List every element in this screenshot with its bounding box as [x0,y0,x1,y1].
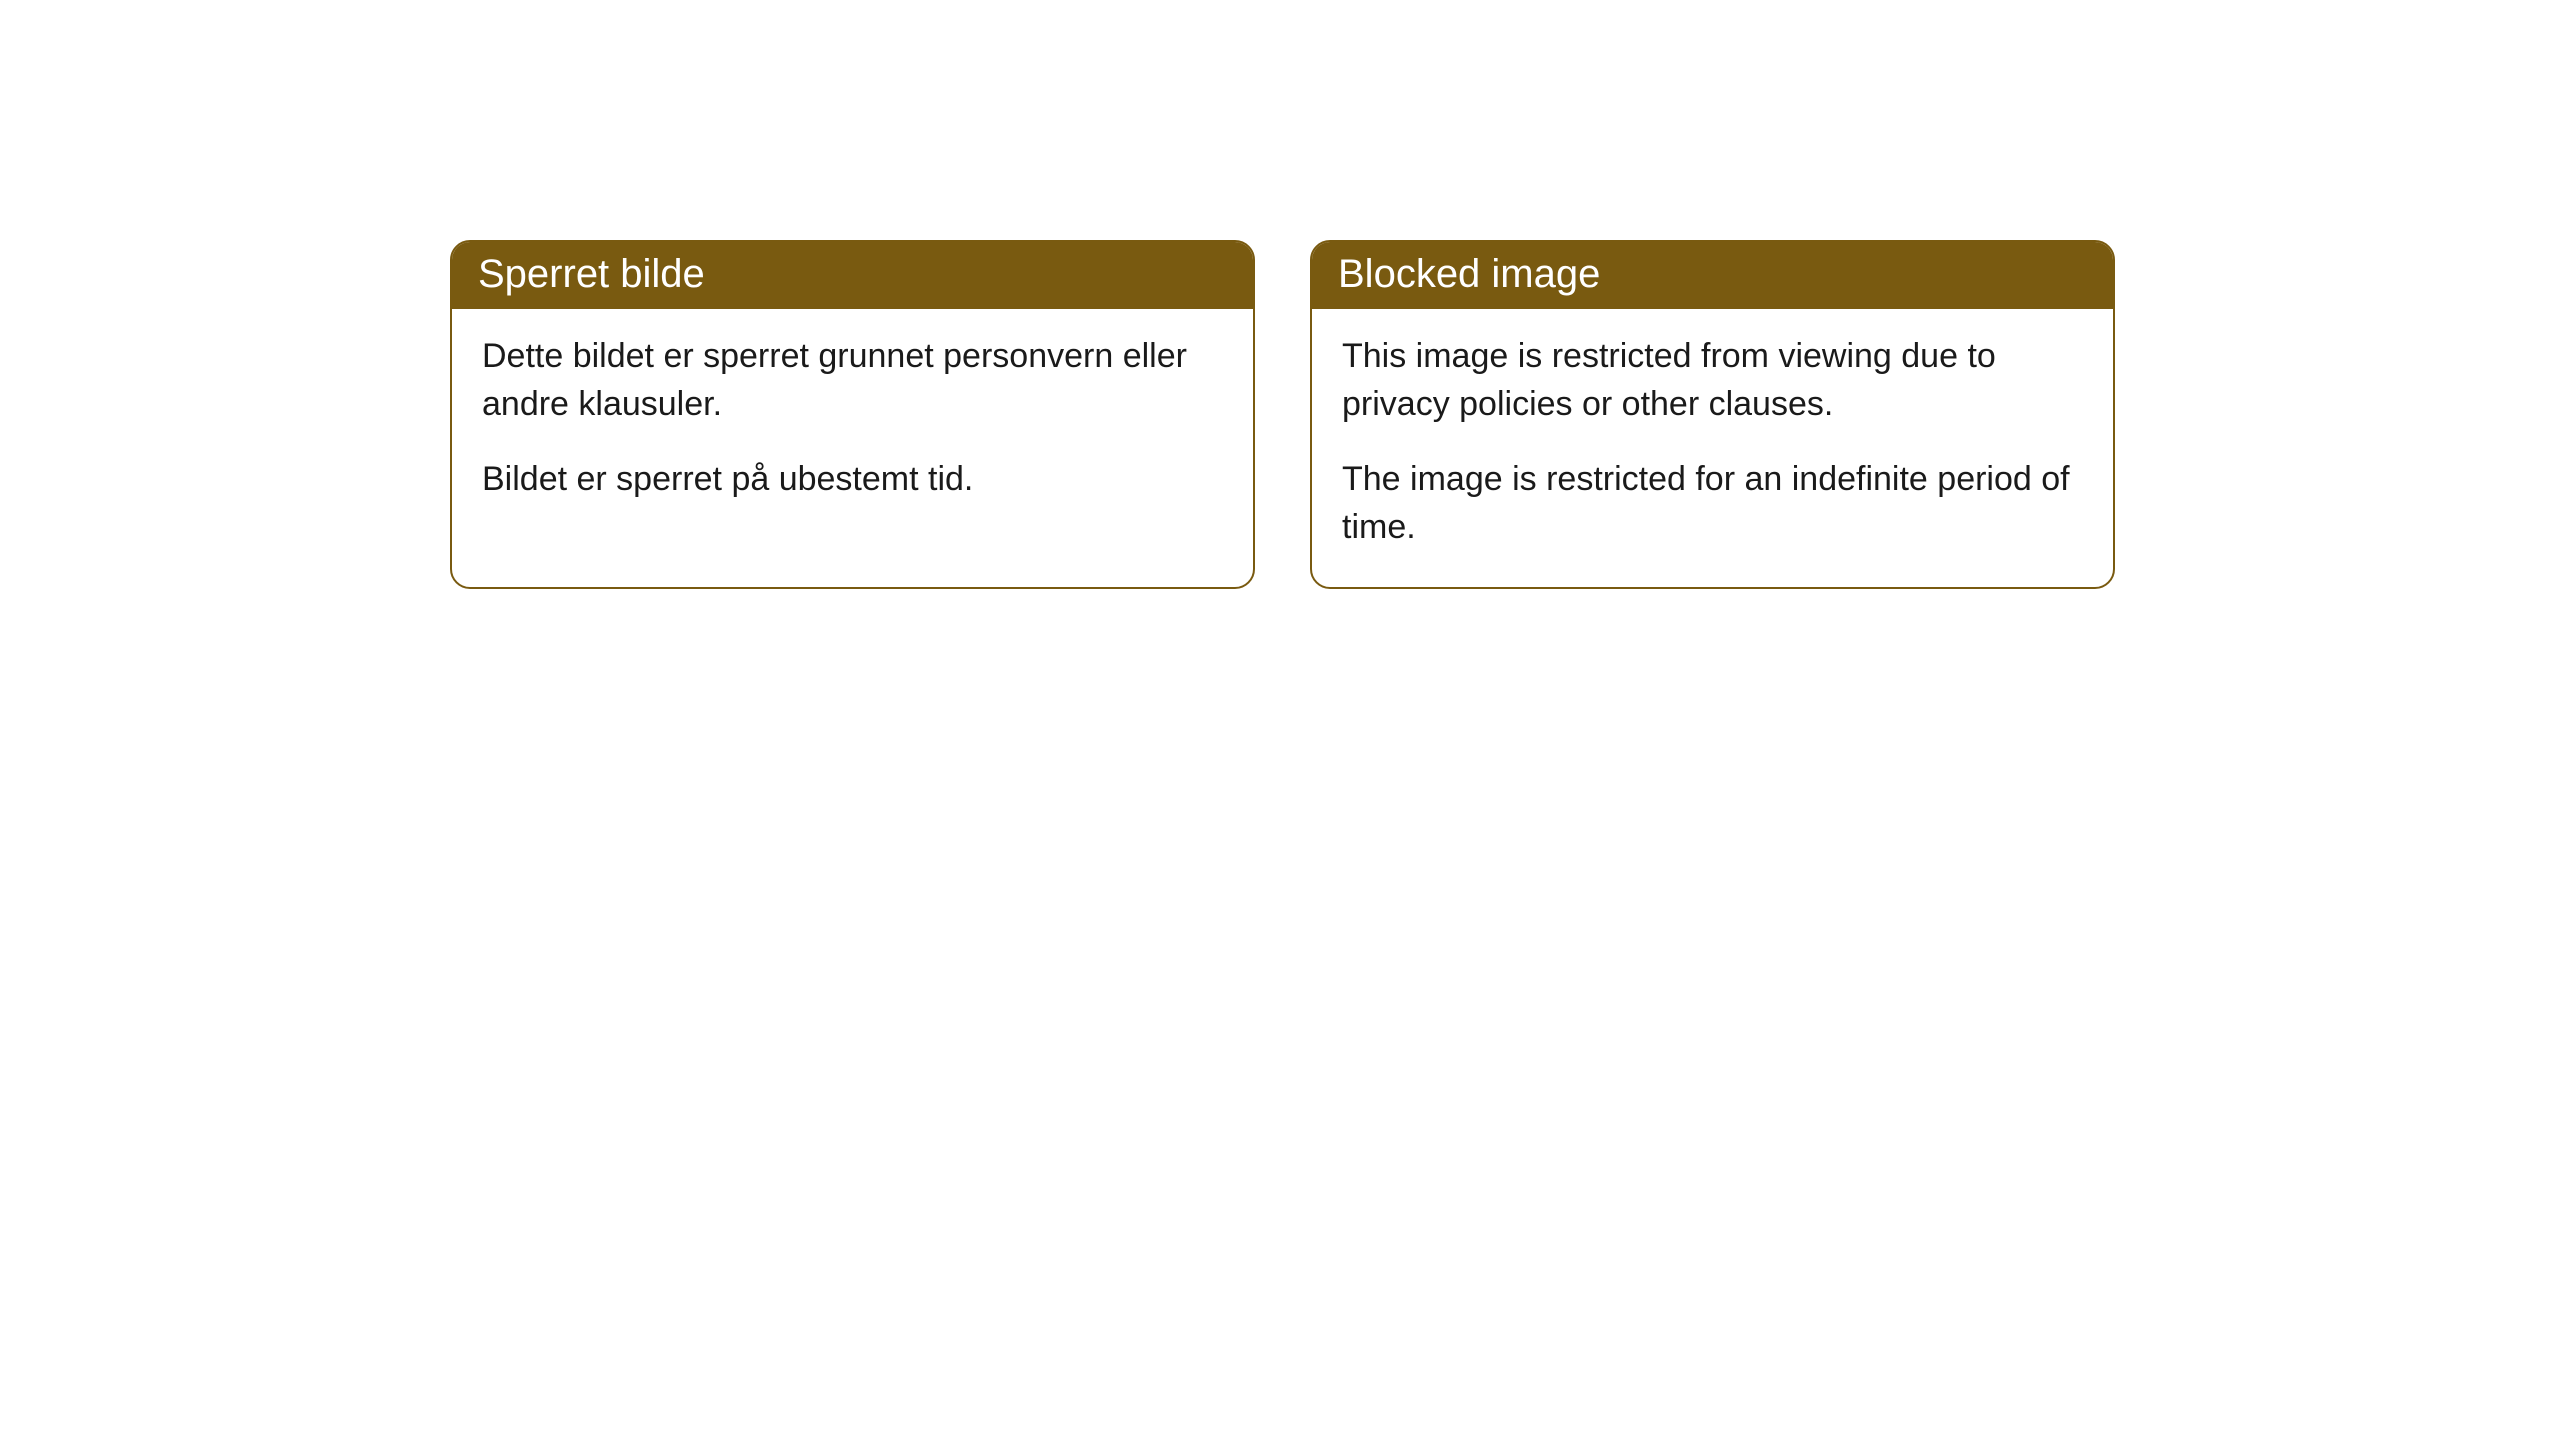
card-header-norwegian: Sperret bilde [452,242,1253,309]
card-paragraph: This image is restricted from viewing du… [1342,333,2083,428]
notification-cards-container: Sperret bilde Dette bildet er sperret gr… [450,240,2560,589]
blocked-image-card-english: Blocked image This image is restricted f… [1310,240,2115,589]
card-title: Blocked image [1338,252,1600,296]
blocked-image-card-norwegian: Sperret bilde Dette bildet er sperret gr… [450,240,1255,589]
card-header-english: Blocked image [1312,242,2113,309]
card-body-norwegian: Dette bildet er sperret grunnet personve… [452,309,1253,540]
card-title: Sperret bilde [478,252,705,296]
card-paragraph: The image is restricted for an indefinit… [1342,456,2083,551]
card-paragraph: Dette bildet er sperret grunnet personve… [482,333,1223,428]
card-paragraph: Bildet er sperret på ubestemt tid. [482,456,1223,504]
card-body-english: This image is restricted from viewing du… [1312,309,2113,587]
